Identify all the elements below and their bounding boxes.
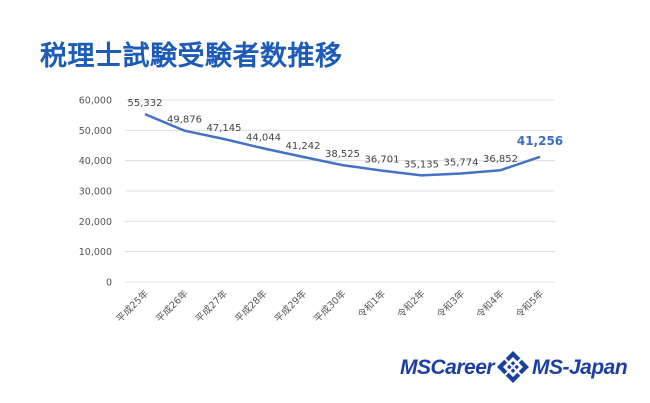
x-tick-label: 平成26年 (153, 287, 191, 325)
data-label: 35,774 (444, 157, 479, 168)
x-axis-ticks: 平成25年 平成26年 平成27年 平成28年 平成29年 平成30年 令和1年 令和2年 令和… (114, 287, 547, 325)
x-tick-label: 平成28年 (232, 287, 270, 325)
data-label: 41,242 (286, 141, 321, 152)
data-label-highlight: 41,256 (517, 134, 563, 148)
y-tick-label: 40,000 (79, 156, 112, 167)
logo-mscareer: MSCareer (400, 356, 495, 379)
x-tick-label: 平成30年 (311, 287, 349, 325)
x-tick-label: 令和4年 (474, 287, 507, 320)
data-label: 55,332 (128, 98, 163, 109)
company-logo: MSCareer MS-Japan (400, 350, 645, 390)
data-label: 36,701 (365, 155, 400, 166)
y-tick-label: 10,000 (79, 247, 112, 258)
data-label: 49,876 (167, 115, 202, 126)
data-label: 36,852 (483, 154, 518, 165)
x-tick-label: 令和1年 (355, 287, 388, 320)
logo-ms-japan: MS-Japan (532, 356, 628, 379)
y-axis-ticks: 0 10,000 20,000 30,000 40,000 50,000 60,000 (79, 96, 112, 289)
x-tick-label: 令和3年 (434, 287, 467, 320)
x-tick-label: 平成25年 (114, 287, 152, 325)
data-label: 35,135 (404, 159, 439, 170)
y-tick-label: 20,000 (79, 217, 112, 228)
y-tick-label: 60,000 (79, 96, 112, 107)
x-tick-label: 令和5年 (513, 287, 546, 320)
y-tick-label: 30,000 (79, 187, 112, 198)
data-label: 44,044 (246, 132, 281, 143)
y-tick-label: 50,000 (79, 126, 112, 137)
y-tick-label: 0 (106, 278, 112, 289)
diamond-logo-icon (497, 351, 529, 383)
x-tick-label: 平成27年 (193, 287, 231, 325)
grid-lines (125, 99, 555, 283)
x-tick-label: 平成29年 (272, 287, 310, 325)
data-labels: 55,332 49,876 47,145 44,044 41,242 38,525 36,7… (128, 98, 564, 170)
page-title: 税理士試験受験者数推移 (40, 41, 343, 72)
data-label: 38,525 (325, 149, 360, 160)
data-label: 47,145 (207, 123, 242, 134)
x-tick-label: 令和2年 (395, 287, 428, 320)
series-line (144, 113, 541, 177)
